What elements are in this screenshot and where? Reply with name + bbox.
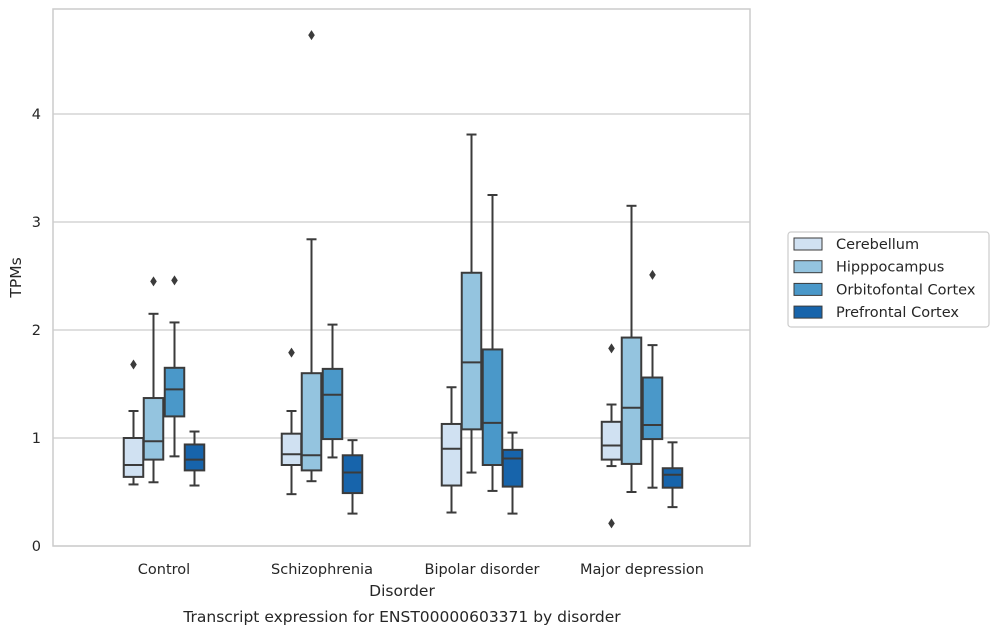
box-iqr <box>460 271 483 431</box>
box-iqr <box>641 376 664 441</box>
y-tick-label: 1 <box>32 431 41 447</box>
outlier-point <box>288 347 295 358</box>
y-axis-label: TPMs <box>7 257 25 298</box>
legend-frame <box>787 231 990 328</box>
x-tick-labels: Control Schizophrenia Bipolar disorder Majo… <box>138 562 704 578</box>
legend-item: Hipppocampus <box>793 260 944 276</box>
y-tick-label: 3 <box>32 215 41 231</box>
legend-item: Cerebellum <box>793 237 919 253</box>
box-cerebellum-control <box>122 359 145 486</box>
box-iqr <box>122 437 145 478</box>
box-iqr <box>600 420 623 461</box>
box-prefrontal-cortex-control <box>183 430 206 487</box>
box-iqr <box>163 366 186 418</box>
box-cerebellum-schizophrenia <box>280 347 303 496</box>
box-hipppocampus-control <box>142 276 165 484</box>
box-iqr <box>620 336 643 465</box>
box-hipppocampus-major-depression <box>620 204 643 493</box>
x-tick-label: Major depression <box>580 562 704 578</box>
legend-item: Orbitofontal Cortex <box>793 282 976 298</box>
legend-label: Orbitofontal Cortex <box>836 282 976 298</box>
legend-swatch <box>793 237 823 251</box>
outlier-point <box>308 30 315 41</box>
legend: Cerebellum Hipppocampus Orbitofontal Corte… <box>787 231 990 328</box>
box-iqr <box>341 454 364 495</box>
box-prefrontal-cortex-bipolar-disorder <box>501 431 524 515</box>
box-hipppocampus-bipolar-disorder <box>460 133 483 474</box>
box-iqr <box>501 448 524 488</box>
plot-frame <box>52 8 751 547</box>
box-iqr <box>300 372 323 472</box>
outlier-point <box>649 269 656 280</box>
y-tick-label: 0 <box>32 539 41 555</box>
box-prefrontal-cortex-major-depression <box>661 441 684 509</box>
boxes <box>122 30 684 529</box>
box-orbitofontal-cortex-schizophrenia <box>321 323 344 459</box>
outlier-point <box>608 343 615 354</box>
x-axis-label: Disorder <box>369 582 435 600</box>
box-orbitofontal-cortex-bipolar-disorder <box>481 194 504 492</box>
legend-swatch <box>793 260 823 274</box>
y-tick-label: 2 <box>32 323 41 339</box>
box-iqr <box>280 432 303 466</box>
box-iqr <box>183 443 206 472</box>
legend-item: Prefrontal Cortex <box>793 305 959 321</box>
box-iqr <box>481 348 504 466</box>
legend-label: Prefrontal Cortex <box>836 305 959 321</box>
outlier-point <box>608 518 615 529</box>
legend-label: Hipppocampus <box>836 260 944 276</box>
x-tick-label: Control <box>138 562 190 578</box>
box-iqr <box>321 367 344 441</box>
box-iqr <box>661 467 684 489</box>
outlier-point <box>171 275 178 286</box>
legend-label: Cerebellum <box>836 237 919 253</box>
grid <box>53 113 750 547</box>
outlier-point <box>130 359 137 370</box>
legend-swatch <box>793 305 823 319</box>
box-cerebellum-bipolar-disorder <box>440 386 463 514</box>
box-prefrontal-cortex-schizophrenia <box>341 439 364 515</box>
box-iqr <box>440 422 463 487</box>
outlier-point <box>150 276 157 287</box>
y-tick-label: 4 <box>32 107 41 123</box>
x-tick-label: Bipolar disorder <box>425 562 540 578</box>
box-hipppocampus-schizophrenia <box>300 30 323 483</box>
box-orbitofontal-cortex-control <box>163 275 186 458</box>
box-cerebellum-major-depression <box>600 343 623 529</box>
box-iqr <box>142 397 165 461</box>
chart-caption: Transcript expression for ENST0000060337… <box>182 608 621 626</box>
legend-swatch <box>793 282 823 296</box>
box-orbitofontal-cortex-major-depression <box>641 269 664 489</box>
y-tick-labels: 0 1 2 3 4 <box>32 107 41 555</box>
x-tick-label: Schizophrenia <box>271 562 373 578</box>
